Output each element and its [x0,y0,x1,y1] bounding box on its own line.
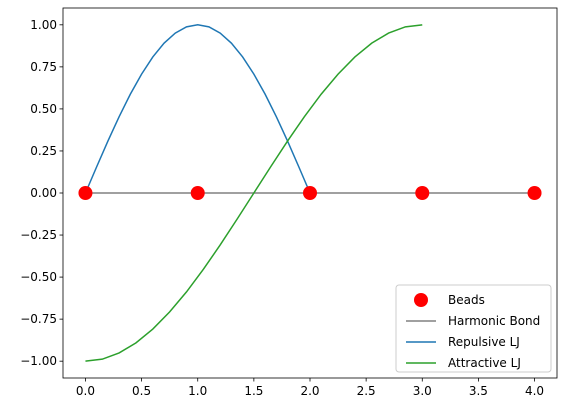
x-tick-label: 3.5 [469,384,488,398]
series-line-attractive-lj [85,24,423,362]
plot-marks [78,24,542,362]
legend-box [395,284,552,373]
bead-point [190,186,205,200]
series-line-repulsive-lj [84,24,311,194]
y-tick-label: 0.00 [30,186,57,200]
x-tick-label: 2.5 [357,384,376,398]
y-axis: −1.00 −0.75 −0.50 −0.25 0.00 0.25 0.50 0.75 1.00 [20,18,63,368]
legend-label-repulsive-lj: Repulsive LJ [448,335,520,349]
legend-handle-beads [414,293,428,307]
legend: Beads Harmonic Bond Repulsive LJ Attractive… [395,284,552,373]
y-tick-label: 0.75 [30,60,57,74]
x-tick-label: 2.0 [300,384,319,398]
bead-point [303,186,317,200]
x-tick-label: 0.0 [76,384,95,398]
y-tick-label: −0.75 [20,312,57,326]
y-tick-label: 0.50 [30,102,57,116]
bead-point [415,186,430,200]
x-tick-label: 0.5 [132,384,151,398]
y-tick-label: −0.50 [20,270,57,284]
x-tick-label: 1.5 [244,384,263,398]
x-tick-label: 4.0 [525,384,544,398]
bead-point [527,186,542,200]
legend-label-harmonic-bond: Harmonic Bond [448,314,540,328]
x-tick-label: 3.0 [413,384,432,398]
x-axis: 0.0 0.5 1.0 1.5 2.0 2.5 3.0 3.5 4.0 [76,378,544,398]
bead-point [78,186,93,200]
x-tick-label: 1.0 [188,384,207,398]
legend-label-attractive-lj: Attractive LJ [448,356,521,370]
legend-label-beads: Beads [448,293,485,307]
y-tick-label: 0.25 [30,144,57,158]
y-tick-label: −1.00 [20,354,57,368]
y-tick-label: −0.25 [20,228,57,242]
y-tick-label: 1.00 [30,18,57,32]
